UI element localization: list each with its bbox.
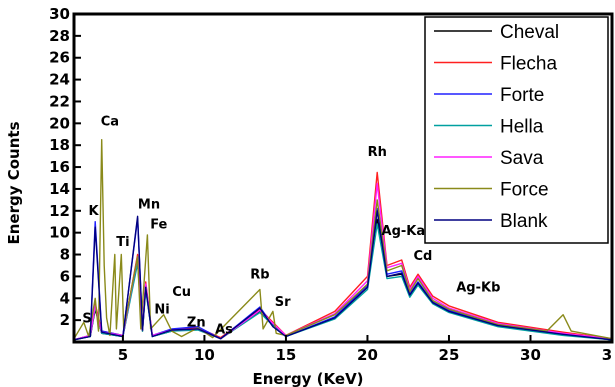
- peak-label-ca: Ca: [101, 115, 119, 130]
- y-tick-label: 16: [49, 158, 70, 176]
- y-tick-label: 24: [49, 71, 70, 89]
- peak-label-zn: Zn: [187, 316, 206, 331]
- legend-items: Cheval Flecha Forte Hella Sava Force Blank: [434, 22, 559, 232]
- x-tick-label: 3: [602, 346, 612, 364]
- y-tick-label: 8: [60, 246, 70, 264]
- legend-label-cheval: Cheval: [500, 22, 559, 43]
- x-axis-title: Energy (KeV): [252, 370, 363, 387]
- peak-label-fe: Fe: [150, 217, 167, 232]
- plot-frame: [72, 12, 614, 344]
- y-tick-label: 14: [49, 180, 70, 198]
- legend-label-force: Force: [500, 180, 549, 201]
- x-tick-label: 10: [194, 346, 215, 364]
- y-tick-label: 18: [49, 136, 70, 154]
- peak-label-rb: Rb: [250, 268, 269, 283]
- peak-label-s: S: [82, 311, 91, 326]
- y-tick-label: 6: [60, 267, 70, 285]
- x-tick-label: 5: [118, 346, 128, 364]
- peak-label-mn: Mn: [138, 198, 160, 213]
- y-tick-label: 4: [60, 289, 70, 307]
- y-tick-label: 30: [49, 5, 70, 23]
- series-layer: [73, 139, 613, 341]
- legend-label-blank: Blank: [500, 211, 548, 232]
- legend-label-hella: Hella: [500, 117, 544, 138]
- series-line-blank: [73, 210, 613, 341]
- series-line-force: [73, 139, 613, 340]
- x-tick-label: 20: [357, 346, 378, 364]
- peak-label-cu: Cu: [172, 285, 191, 300]
- y-tick-label: 28: [49, 27, 70, 45]
- y-tick-label: 26: [49, 49, 70, 67]
- legend-label-flecha: Flecha: [500, 54, 557, 75]
- peak-label-sr: Sr: [275, 295, 291, 310]
- y-tick-label: 22: [49, 92, 70, 110]
- legend-label-forte: Forte: [500, 85, 544, 106]
- peak-label-ni: Ni: [154, 303, 169, 318]
- legend-box: [424, 16, 609, 244]
- y-tick-label: 10: [49, 224, 70, 242]
- peak-label-cd: Cd: [413, 249, 432, 264]
- y-axis-title: Energy Counts: [5, 121, 23, 244]
- peak-label-ti: Ti: [116, 235, 129, 250]
- x-tick-label: 25: [439, 346, 460, 364]
- peak-label-ag-ka: Ag-Ka: [382, 224, 426, 239]
- x-tick-label: 15: [276, 346, 297, 364]
- peak-label-as: As: [215, 322, 233, 337]
- peak-label-k: K: [89, 204, 100, 219]
- x-axis-ticks: 5 10 15 20 25 30 3: [118, 335, 613, 364]
- y-tick-label: 12: [49, 202, 70, 220]
- legend-label-sava: Sava: [500, 148, 544, 169]
- peak-label-rh: Rh: [368, 145, 387, 160]
- y-tick-label: 20: [49, 114, 70, 132]
- peak-label-ag-kb: Ag-Kb: [456, 281, 500, 296]
- x-tick-label: 30: [520, 346, 541, 364]
- y-tick-label: 2: [60, 311, 70, 329]
- legend: Cheval Flecha Forte Hella Sava Force Blank: [424, 16, 609, 244]
